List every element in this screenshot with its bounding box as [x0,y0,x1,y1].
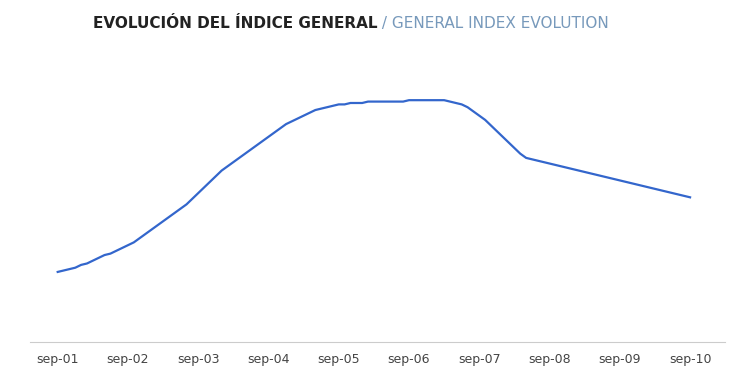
Text: EVOLUCIÓN DEL ÍNDICE GENERAL: EVOLUCIÓN DEL ÍNDICE GENERAL [93,16,377,31]
Text: / GENERAL INDEX EVOLUTION: / GENERAL INDEX EVOLUTION [377,16,609,31]
